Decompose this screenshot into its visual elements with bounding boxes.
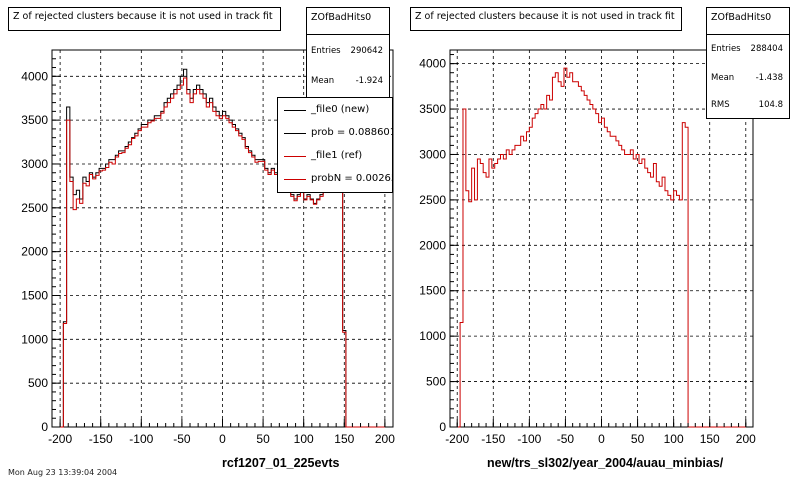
left-stats-entries-label: Entries [311,46,341,56]
right-stats-mean-label: Mean [711,73,735,83]
x-tick-label: -150 [89,432,113,446]
histogram-series [457,67,746,428]
x-tick-label: 150 [334,432,354,446]
x-tick-label: 100 [294,432,314,446]
x-tick-label: 200 [375,432,395,446]
right-x-axis-title: new/trs_sl302/year_2004/auau_minbias/ [487,456,724,470]
y-tick-label: 0 [439,420,446,434]
left-chart-title: Z of rejected clusters because it is not… [8,7,281,31]
legend-entry: probN = 0.002651 [278,170,392,190]
legend-entry: _file0 (new) [278,101,392,121]
x-tick-label: 150 [700,432,720,446]
histogram-series [60,77,385,428]
x-tick-label: -200 [48,432,72,446]
right-stats-entries-label: Entries [711,44,741,54]
right-stats-mean-value: -1.438 [755,73,783,83]
y-tick-label: 3500 [21,113,48,127]
left-stats-name: ZOfBadHits0 [311,12,372,23]
y-tick-label: 1000 [21,332,48,346]
legend-label: _file0 (new) [311,104,370,115]
legend-label: _file1 (ref) [311,150,363,161]
x-tick-label: -100 [517,432,541,446]
footer-timestamp: Mon Aug 23 13:39:04 2004 [8,468,118,477]
y-tick-label: 1500 [419,284,446,298]
right-stats-rms-label: RMS [711,100,730,110]
legend-entry: _file1 (ref) [278,147,392,167]
x-tick-label: 0 [219,432,226,446]
right-chart-title: Z of rejected clusters because it is not… [410,7,682,31]
x-tick-label: 0 [598,432,605,446]
left-legend: _file0 (new) prob = 0.088601 _file1 (ref… [277,97,393,193]
y-tick-label: 1000 [419,329,446,343]
y-tick-label: 3000 [419,147,446,161]
legend-entry: prob = 0.088601 [278,124,393,144]
legend-label: prob = 0.088601 [311,127,393,138]
y-tick-label: 4000 [419,57,446,71]
y-tick-label: 2500 [419,193,446,207]
left-x-axis-title: rcf1207_01_225evts [222,456,340,470]
right-stats-entries-value: 288404 [750,44,783,54]
x-tick-label: 50 [631,432,645,446]
y-tick-label: 1500 [21,288,48,302]
x-tick-label: -200 [445,432,469,446]
right-stats-rms-value: 104.8 [758,100,783,110]
x-tick-label: 200 [736,432,756,446]
y-tick-label: 0 [41,420,48,434]
left-stats-entries-value: 290642 [350,46,383,56]
y-tick-label: 3500 [419,102,446,116]
right-plot: -200 -150 -100 -50 0 50 100 150 2000500100015002… [419,49,756,446]
y-tick-label: 2000 [419,238,446,252]
y-tick-label: 500 [426,375,446,389]
x-tick-label: 100 [664,432,684,446]
histogram-series [60,68,385,428]
y-tick-label: 4000 [21,69,48,83]
right-stats-name: ZOfBadHits0 [711,12,772,23]
left-stats-mean-label: Mean [311,76,335,86]
y-tick-label: 500 [28,376,48,390]
left-stats-box: ZOfBadHits0 Entries 290642 Mean -1.924 [306,7,390,103]
x-tick-label: -50 [173,432,191,446]
y-tick-label: 2500 [21,201,48,215]
x-tick-label: -50 [557,432,575,446]
y-tick-label: 2000 [21,245,48,259]
legend-label: probN = 0.002651 [311,173,392,184]
left-stats-mean-value: -1.924 [355,76,383,86]
x-tick-label: -100 [129,432,153,446]
x-tick-label: -150 [481,432,505,446]
x-tick-label: 50 [256,432,270,446]
y-tick-label: 3000 [21,157,48,171]
right-stats-box: ZOfBadHits0 Entries 288404 Mean -1.438 R… [706,7,790,119]
